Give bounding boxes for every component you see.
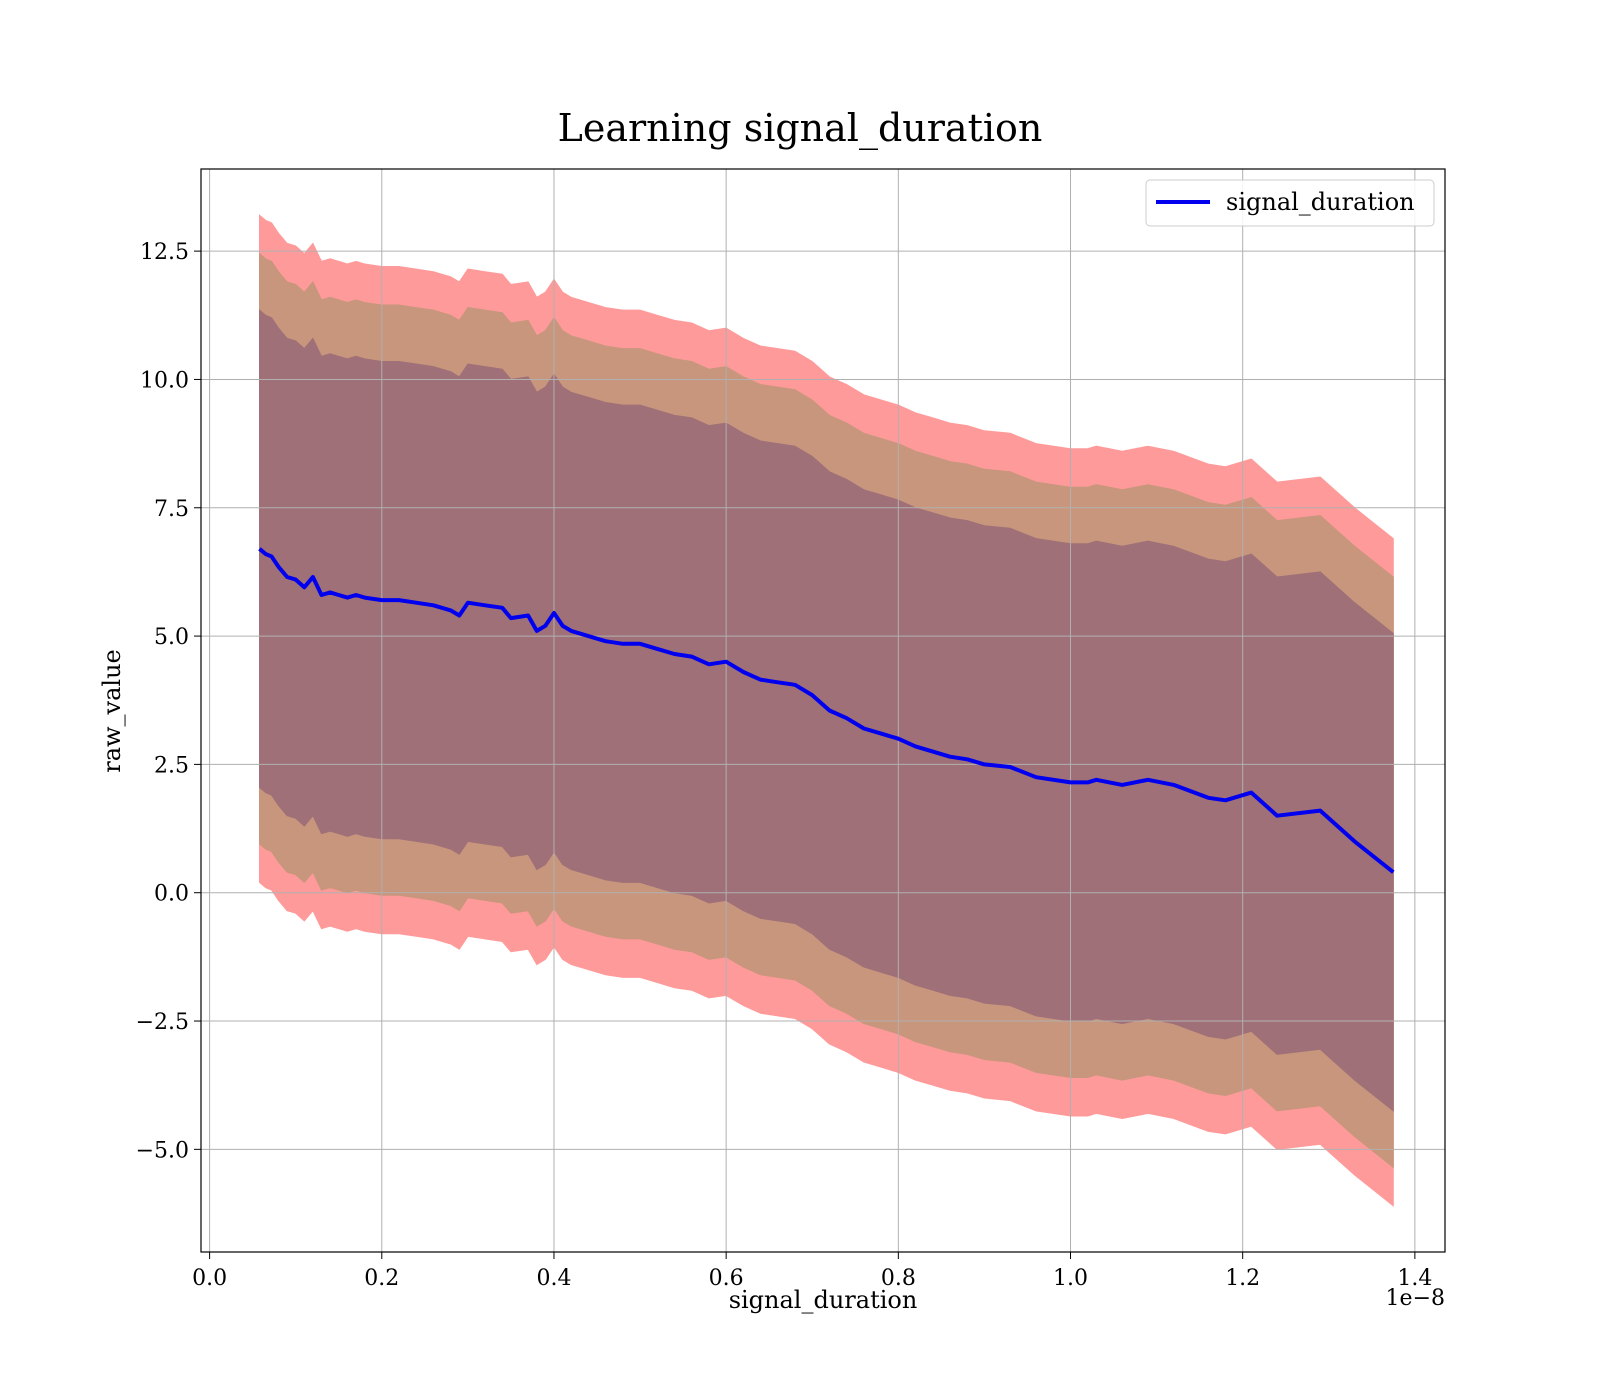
x-ticks: 0.0 0.2 0.4 0.6 0.8 1.0 1.2 1.4 [192,1252,1432,1291]
x-tick-label: 1.4 [1397,1266,1432,1291]
legend-entry-signal-duration: signal_duration [1226,188,1415,216]
series-lines [258,547,1395,874]
y-tick-label: 12.5 [140,240,189,265]
y-tick-label: 5.0 [154,625,189,650]
plot-frame [200,168,1446,1253]
x-axis-label: signal_duration [729,1286,918,1314]
x-tick-label: 0.4 [536,1266,571,1291]
x-tick-label: 0.0 [192,1266,227,1291]
confidence-bands [259,214,1394,1207]
legend[interactable]: signal_duration [1145,179,1435,227]
y-ticks: −5.0 −2.5 0.0 2.5 5.0 7.5 10.0 12.5 [136,240,201,1163]
y-tick-label: 10.0 [140,368,189,393]
x-tick-label: 0.6 [709,1266,744,1291]
y-tick-label: −5.0 [136,1138,189,1163]
y-tick-label: 2.5 [154,753,189,778]
x-offset-label: 1e−8 [1386,1286,1445,1311]
x-tick-label: 1.0 [1053,1266,1088,1291]
y-axis-label: raw_value [98,649,126,773]
legend-box [1145,179,1435,227]
grid [201,169,1445,1252]
y-tick-label: 7.5 [154,497,189,522]
chart-title: Learning signal_duration [558,106,1043,151]
series-line-signal-duration [258,547,1395,874]
x-tick-label: 0.2 [364,1266,399,1291]
y-tick-label: 0.0 [154,882,189,907]
y-tick-label: −2.5 [136,1010,189,1035]
x-tick-label: 1.2 [1225,1266,1260,1291]
x-tick-label: 0.8 [881,1266,916,1291]
